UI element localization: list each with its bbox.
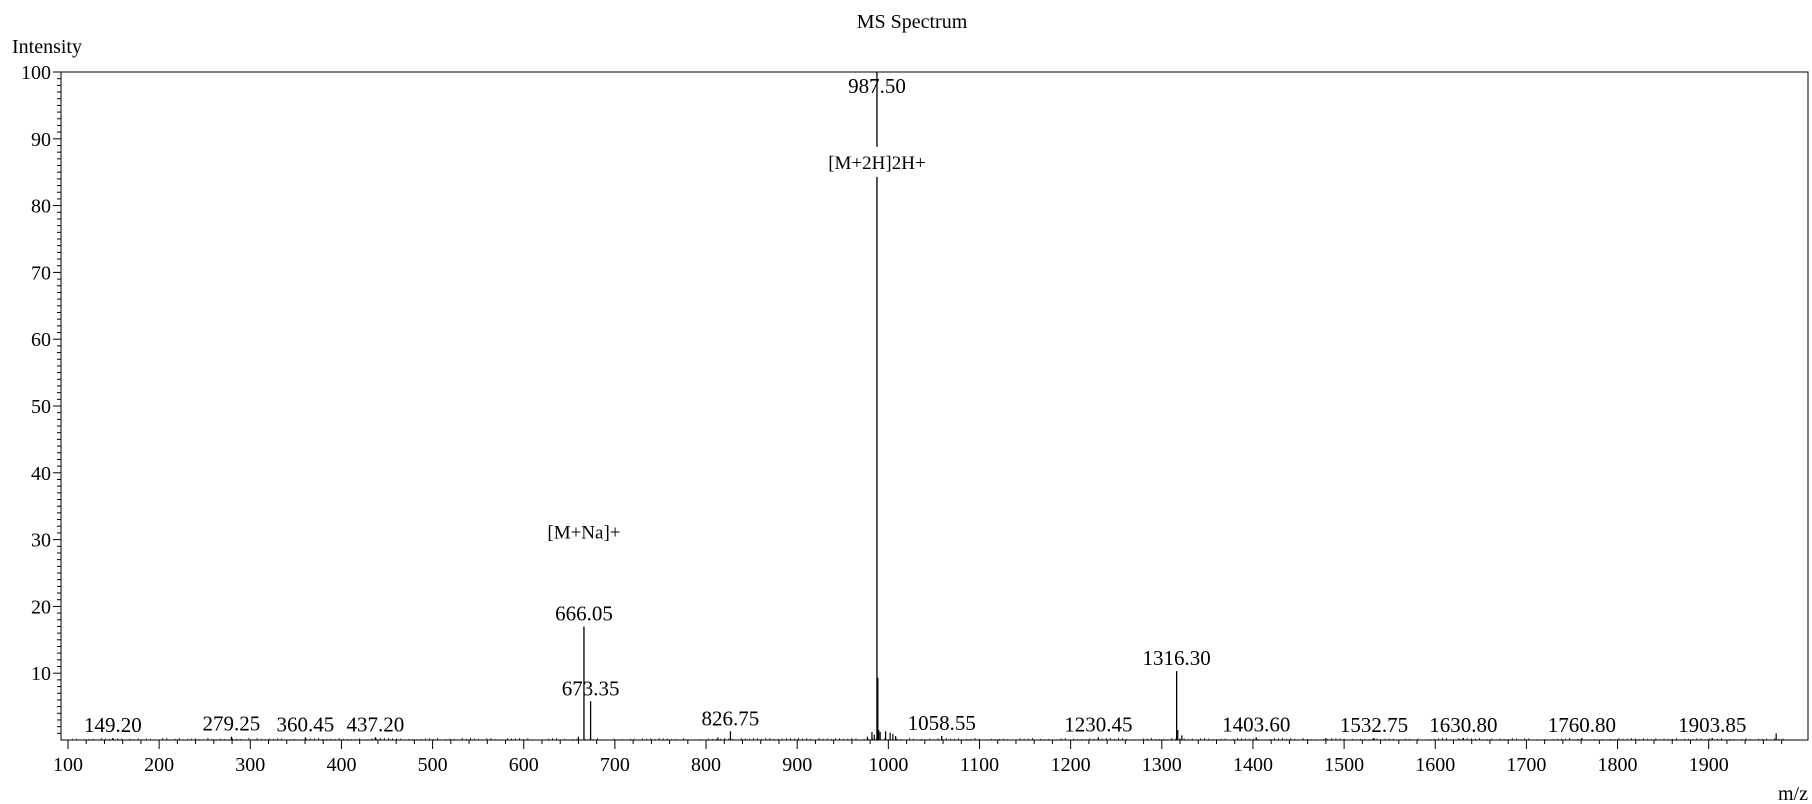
- peak-label: 1903.85: [1678, 713, 1746, 737]
- peak-label: 673.35: [562, 676, 620, 700]
- spectrum-peaks: [72, 72, 1784, 740]
- x-tick-label: 700: [600, 754, 630, 776]
- peak-labels: 149.20 279.25 360.45 437.20 666.05 673.35 826.…: [84, 74, 1746, 737]
- x-tick-label: 400: [326, 754, 356, 776]
- peak-annotation: [M+2H]2H+: [828, 153, 925, 174]
- x-tick-label: 1700: [1506, 754, 1546, 776]
- x-tick-label: 1100: [960, 754, 999, 776]
- peak-label: 437.20: [346, 712, 404, 736]
- x-tick-label: 1400: [1233, 754, 1273, 776]
- y-axis-ticks: 10 20 30 40 50 60 70 80 90 100: [21, 62, 61, 734]
- y-tick-label: 80: [31, 196, 51, 218]
- y-tick-label: 10: [31, 663, 51, 685]
- peak-label: 1532.75: [1340, 713, 1408, 737]
- peak-label: 1630.80: [1429, 713, 1497, 737]
- peak-label: 1058.55: [908, 711, 976, 735]
- peak-annotations: [M+2H]2H+ [M+Na]+: [525, 146, 935, 547]
- annotation-background: [525, 516, 642, 547]
- peak-label: 1316.30: [1143, 646, 1211, 670]
- x-tick-label: 1000: [868, 754, 908, 776]
- chart-title: MS Spectrum: [857, 11, 968, 33]
- peak-label: 826.75: [702, 706, 760, 730]
- y-tick-label: 100: [21, 62, 51, 84]
- y-tick-label: 90: [31, 129, 51, 151]
- x-tick-label: 900: [782, 754, 812, 776]
- x-tick-label: 1900: [1689, 754, 1729, 776]
- x-tick-label: 100: [53, 754, 83, 776]
- x-tick-label: 200: [144, 754, 174, 776]
- x-tick-label: 1200: [1051, 754, 1091, 776]
- y-tick-label: 20: [31, 596, 51, 618]
- peak-label: 149.20: [84, 713, 142, 737]
- x-tick-label: 600: [509, 754, 539, 776]
- y-tick-label: 30: [31, 530, 51, 552]
- y-tick-label: 50: [31, 396, 51, 418]
- peak-label: 666.05: [555, 601, 613, 625]
- x-tick-label: 1600: [1415, 754, 1455, 776]
- x-tick-label: 1300: [1142, 754, 1182, 776]
- y-axis-label: Intensity: [12, 36, 82, 58]
- x-tick-label: 300: [235, 754, 265, 776]
- x-tick-label: 800: [691, 754, 721, 776]
- x-tick-label: 500: [418, 754, 448, 776]
- annotation-background: [818, 146, 935, 177]
- x-axis-label: m/z: [1778, 783, 1808, 804]
- peak-annotation: [M+Na]+: [547, 522, 620, 543]
- x-tick-label: 1500: [1324, 754, 1364, 776]
- peak-label: 1230.45: [1064, 712, 1132, 736]
- peak-label: 987.50: [848, 74, 906, 98]
- peak-label: 360.45: [277, 712, 335, 736]
- peak-label: 1760.80: [1548, 713, 1616, 737]
- y-tick-label: 60: [31, 329, 51, 351]
- peak-label: 1403.60: [1222, 712, 1290, 736]
- y-tick-label: 70: [31, 262, 51, 284]
- peak-label: 279.25: [203, 712, 261, 736]
- x-tick-label: 1800: [1598, 754, 1638, 776]
- y-tick-label: 40: [31, 463, 51, 485]
- x-axis-ticks: 100 200 300 400 500 600 700 800 900 1000 1100 1200 1…: [53, 740, 1783, 776]
